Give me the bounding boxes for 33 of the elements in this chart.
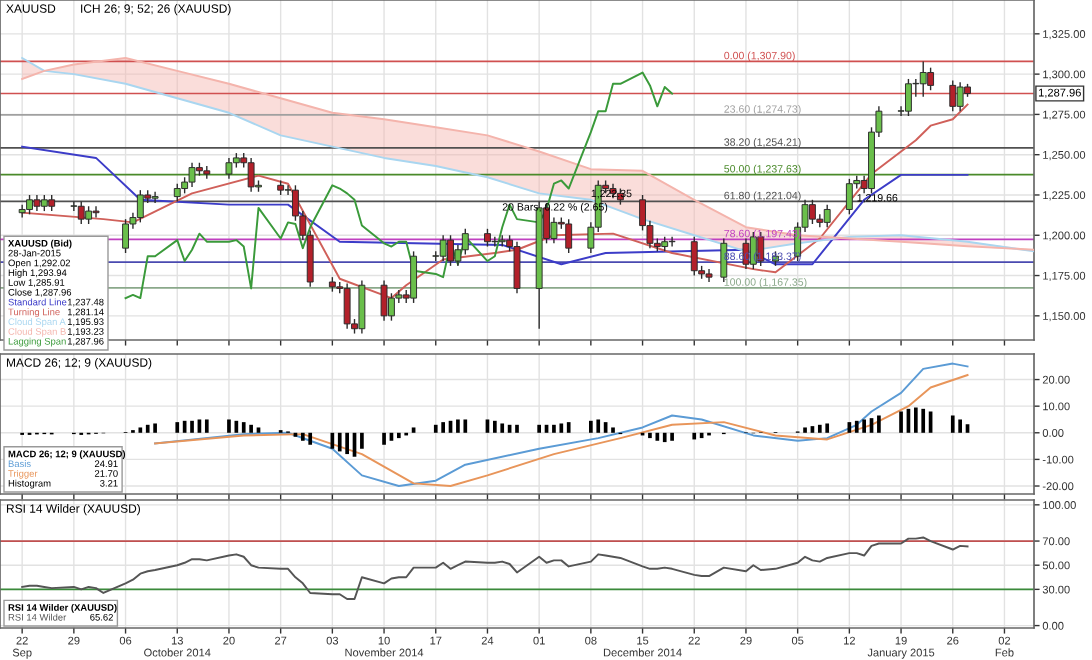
candlestick [343,282,351,330]
candlestick [956,81,964,112]
candlestick [70,200,78,212]
candlestick [690,236,698,277]
candlestick [136,189,144,224]
candlestick [949,79,957,112]
candlestick [919,60,927,98]
candlestick [447,234,454,267]
line-series [21,536,969,600]
candlestick [808,199,816,225]
candlestick [380,279,388,322]
candlestick [247,157,255,193]
candlestick [26,194,33,216]
candlestick [410,250,418,304]
candlestick [565,218,573,254]
candlestick [439,234,447,262]
candlestick [77,200,85,225]
candlestick [151,191,159,204]
candlestick [513,241,521,294]
candlestick [927,66,935,91]
candlestick [845,178,853,216]
candlestick [122,218,129,254]
candlestick [388,292,395,322]
candlestick [720,237,728,283]
candlestick [749,231,757,270]
candlestick [823,203,831,228]
candlestick [92,205,100,219]
candlestick [18,203,26,219]
candlestick [225,157,233,180]
candlestick [358,279,366,335]
line-series [124,71,674,300]
candlestick [905,78,912,117]
candlestick [188,162,196,188]
